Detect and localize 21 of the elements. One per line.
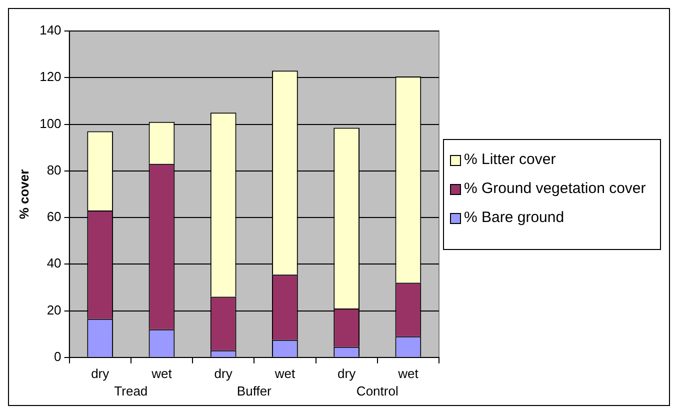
y-axis-title: % cover [16,169,32,220]
y-tick-label: 0 [54,348,62,364]
y-tick-label: 80 [46,162,62,178]
text: Buffer [236,383,272,398]
y-tick-label: 140 [40,22,62,38]
x-tick-label: wet [397,366,419,381]
y-tick-label: 60 [46,209,62,224]
x-tick-label: dry [214,366,233,381]
y-tick-label: 120 [40,69,62,84]
legend-label: % Bare ground [464,208,564,227]
legend-label: % Ground vegetation cover [464,179,646,198]
legend-label: % Litter cover [464,150,556,169]
x-tick-label: dry [91,366,110,381]
x-tick-label: wet [274,366,296,381]
x-tick-label: wet [150,366,172,381]
text: Tread [114,383,148,398]
y-tick-label: 100 [40,116,62,131]
y-tick-label: 40 [46,256,62,271]
text: Control [356,383,398,398]
y-tick-label: 20 [46,302,62,318]
x-tick-label: dry [338,366,356,381]
